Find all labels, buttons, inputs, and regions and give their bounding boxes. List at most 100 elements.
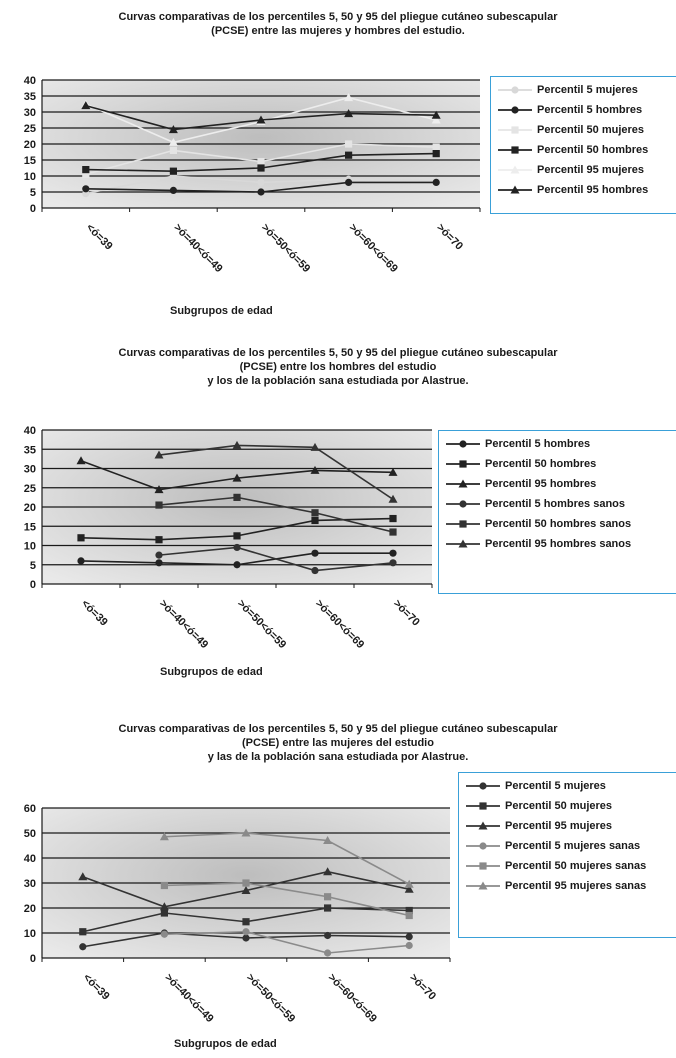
y-tick-label: 15: [24, 521, 36, 533]
legend-label: Percentil 50 hombres sanos: [485, 518, 632, 530]
chart-mujeres-sanas: Curvas comparativas de los percentiles 5…: [0, 714, 676, 1058]
x-tick-label: >ó=40<ó=49: [162, 972, 215, 1025]
data-point: [242, 879, 250, 887]
legend-swatch-marker: [478, 881, 488, 890]
y-tick-label: 30: [24, 464, 36, 476]
legend-swatch: [498, 165, 532, 174]
legend-item-percentil-5-mujeres: Percentil 5 mujeres: [491, 80, 676, 100]
data-point: [323, 836, 333, 844]
data-point: [160, 909, 168, 917]
data-point: [310, 442, 320, 451]
x-tick-label: >ó=70: [434, 222, 465, 253]
data-point: [257, 188, 265, 196]
legend-item-percentil-95-mujeres: Percentil 95 mujeres: [459, 816, 676, 836]
legend-swatch: [466, 821, 500, 830]
y-tick-label: 0: [30, 953, 36, 965]
data-point: [241, 828, 251, 837]
series-percentil-95-mujeres: [78, 867, 414, 911]
legend-swatch-marker: [511, 126, 519, 134]
data-point: [257, 158, 265, 166]
data-point: [345, 140, 353, 148]
data-point: [311, 509, 319, 517]
series-line-percentil-5-hombres-sanos: [158, 546, 394, 572]
series-percentil-5-hombres-sanos: [155, 543, 397, 575]
data-point: [79, 943, 87, 951]
chart-title-line-3: y las de la población sana estudiada por…: [207, 751, 469, 763]
plot-area: 0 10 20 30 40 50 60 <ó=39 >ó=40<ó=49 >ó=50<ó=59 >ó…: [24, 803, 451, 1025]
data-point: [242, 928, 250, 936]
data-point: [160, 930, 168, 938]
chart-title-line-2: (PCSE) entre los hombres del estudio: [239, 361, 437, 373]
legend-item-percentil-50-mujeres-sanas: Percentil 50 mujeres sanas: [459, 856, 676, 876]
data-point: [169, 167, 177, 175]
data-point: [324, 904, 332, 912]
data-point: [232, 473, 242, 482]
data-point: [389, 549, 397, 557]
data-point: [431, 115, 441, 124]
chart-title: Curvas comparativas de los percentiles 5…: [40, 346, 636, 388]
legend-label: Percentil 50 mujeres: [537, 124, 645, 136]
data-point: [168, 125, 178, 134]
y-tick-label: 0: [30, 579, 36, 591]
legend-item-percentil-95-mujeres-sanas: Percentil 95 mujeres sanas: [459, 876, 676, 896]
legend-swatch: [446, 500, 480, 508]
data-point: [154, 485, 164, 494]
data-point: [388, 467, 398, 476]
data-point: [155, 559, 163, 567]
data-point: [257, 178, 265, 186]
data-point: [405, 933, 413, 941]
data-point: [404, 879, 414, 888]
y-tick-label: 50: [24, 828, 36, 840]
y-tick-label: 30: [24, 878, 36, 890]
data-point: [169, 146, 177, 154]
legend-swatch-marker: [459, 460, 467, 468]
series-line-percentil-95-hombres-sanos: [158, 444, 394, 500]
data-point: [388, 494, 398, 503]
data-point: [169, 186, 177, 194]
data-point: [155, 536, 163, 544]
data-point: [79, 928, 87, 936]
y-tick-label: 20: [24, 139, 36, 151]
series-percentil-95-hombres-sanos: [154, 440, 398, 503]
legend-swatch: [446, 440, 480, 448]
data-point: [77, 534, 85, 542]
series-percentil-50-mujeres-sanas: [160, 879, 413, 920]
chart-title-line-1: Curvas comparativas de los percentiles 5…: [118, 11, 558, 23]
legend-swatch: [498, 185, 532, 194]
y-tick-label: 5: [30, 560, 36, 572]
data-point: [242, 918, 250, 926]
data-point: [389, 559, 397, 567]
legend-item-percentil-5-hombres: Percentil 5 hombres: [439, 434, 676, 454]
data-point: [405, 941, 413, 950]
y-tick-label: 35: [24, 444, 36, 456]
y-tick-label: 10: [24, 171, 36, 183]
chart-title-line-3: y los de la población sana estudiada por…: [207, 375, 469, 387]
series-percentil-50-mujeres: [79, 904, 413, 936]
chart-title: Curvas comparativas de los percentiles 5…: [40, 722, 636, 764]
data-point: [233, 532, 241, 540]
legend-swatch-marker: [459, 440, 467, 448]
x-tick-label: <ó=39: [81, 972, 112, 1003]
legend: Percentil 5 hombres Percentil 50 hombres P…: [438, 430, 676, 594]
series-percentil-50-mujeres: [82, 140, 440, 178]
x-tick-label: >ó=50<ó=59: [244, 972, 297, 1025]
legend-swatch: [446, 460, 480, 468]
y-tick-label: 60: [24, 803, 36, 815]
legend-item-percentil-95-mujeres: Percentil 95 mujeres: [491, 160, 676, 180]
data-point: [345, 178, 353, 186]
x-tick-label: >ó=70: [407, 972, 438, 1003]
data-point: [77, 557, 85, 565]
legend-swatch-marker: [510, 185, 520, 194]
y-tick-label: 25: [24, 123, 36, 135]
legend-swatch: [446, 539, 480, 548]
data-point: [432, 178, 440, 186]
legend-swatch-marker: [479, 782, 487, 790]
data-point: [160, 881, 168, 890]
data-point: [233, 561, 241, 569]
data-point: [82, 185, 90, 193]
data-point: [311, 566, 319, 575]
legend-label: Percentil 50 mujeres: [505, 800, 613, 812]
legend-swatch-marker: [459, 520, 467, 528]
legend-swatch-marker: [459, 500, 467, 508]
x-tick-label: <ó=39: [79, 598, 110, 629]
